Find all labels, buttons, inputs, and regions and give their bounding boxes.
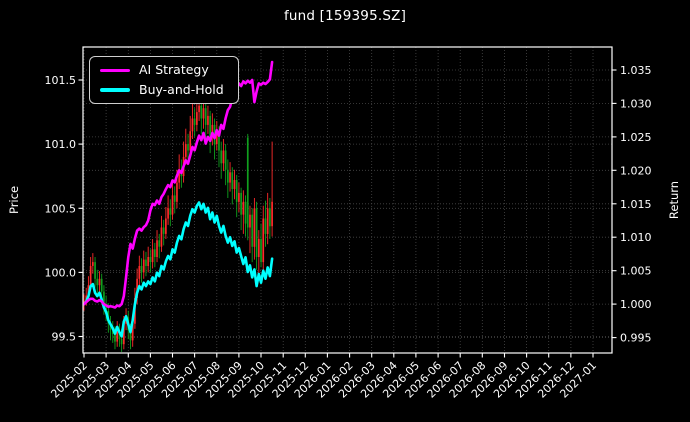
legend-item-ai-strategy: AI Strategy bbox=[100, 62, 224, 77]
return-tick-label: 1.020 bbox=[620, 164, 652, 177]
return-tick-label: 1.010 bbox=[620, 231, 652, 244]
candles-layer bbox=[83, 90, 273, 352]
price-tick-label: 101.0 bbox=[45, 138, 77, 151]
price-tick-label: 100.5 bbox=[45, 202, 77, 215]
ai-strategy-line-swatch bbox=[100, 68, 130, 72]
price-tick-label: 100.0 bbox=[45, 266, 77, 279]
return-tick-label: 0.995 bbox=[620, 332, 652, 345]
legend: AI Strategy Buy-and-Hold bbox=[89, 56, 239, 104]
price-axis-label: Price bbox=[7, 185, 21, 215]
plot-frame bbox=[82, 46, 613, 354]
legend-label-ai-strategy: AI Strategy bbox=[139, 62, 209, 77]
return-tick-label: 1.015 bbox=[620, 198, 652, 211]
return-tick-label: 1.035 bbox=[620, 64, 652, 77]
return-tick-label: 1.000 bbox=[620, 298, 652, 311]
chart-title: fund [159395.SZ] bbox=[283, 8, 407, 24]
return-axis-label: Return bbox=[667, 180, 681, 220]
buy-and-hold-line-swatch bbox=[100, 88, 130, 92]
return-tick-label: 1.025 bbox=[620, 131, 652, 144]
legend-item-buy-and-hold: Buy-and-Hold bbox=[100, 81, 224, 97]
buy-and-hold-line bbox=[82, 201, 274, 338]
return-tick-label: 1.030 bbox=[620, 97, 652, 110]
ai-strategy-line bbox=[82, 60, 274, 309]
price-tick-label: 101.5 bbox=[45, 74, 77, 87]
price-tick-label: 99.5 bbox=[52, 331, 77, 344]
return-tick-label: 1.005 bbox=[620, 265, 652, 278]
legend-label-buy-and-hold: Buy-and-Hold bbox=[139, 81, 224, 97]
